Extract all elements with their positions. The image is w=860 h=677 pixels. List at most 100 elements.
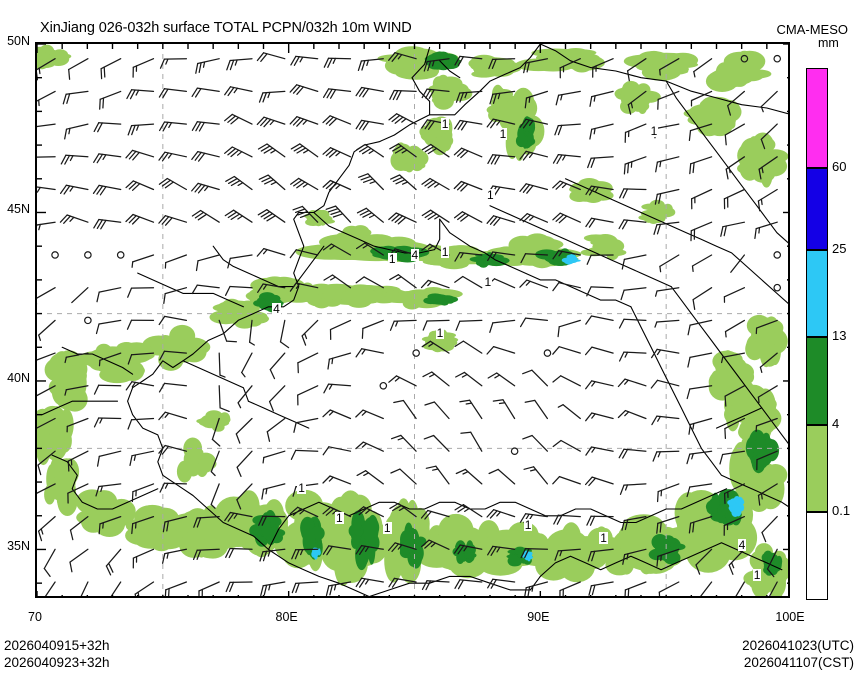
- colorbar-tick-label: 4: [832, 416, 840, 431]
- wind-barb: [289, 116, 319, 127]
- wind-barb: [653, 221, 680, 235]
- wind-barb: [523, 58, 549, 74]
- wind-barb: [134, 581, 155, 596]
- colorbar-band[interactable]: [806, 512, 828, 600]
- wind-barb: [322, 147, 352, 158]
- wind-barb: [759, 352, 778, 374]
- wind-barb: [131, 483, 155, 503]
- wind-barb: [421, 119, 450, 130]
- wind-barb: [191, 87, 220, 98]
- longitude-tick-label: 70: [28, 610, 42, 624]
- wind-barb: [460, 431, 483, 452]
- wind-barb: [519, 279, 549, 289]
- wind-barb: [587, 156, 614, 169]
- wind-barb: [723, 188, 746, 210]
- wind-barb: [454, 55, 483, 66]
- wind-barb: [686, 450, 713, 465]
- wind-barb: [355, 506, 384, 518]
- wind-barb: [585, 315, 614, 325]
- wind-barb: [519, 317, 549, 328]
- wind-barb: [358, 173, 384, 191]
- wind-barb: [388, 577, 417, 588]
- footer-init-utc: 2026040915+32h: [4, 638, 110, 653]
- wind-barb: [126, 89, 155, 100]
- wind-barb: [38, 319, 56, 341]
- wind-barb: [96, 450, 122, 467]
- wind-barb: [618, 448, 647, 459]
- wind-barb: [492, 399, 516, 420]
- wind-barb: [95, 483, 122, 497]
- wind-barb: [425, 465, 450, 485]
- wind-barb: [257, 209, 286, 223]
- wind-barb: [80, 581, 89, 596]
- colorbar-tick-label: 0.1: [832, 503, 851, 518]
- wind-barb: [268, 385, 286, 412]
- wind-barb: [487, 372, 516, 387]
- wind-barb: [37, 156, 56, 158]
- wind-barb: [773, 251, 782, 259]
- wind-barb: [420, 539, 450, 550]
- wind-barb: [37, 221, 56, 231]
- wind-barb: [519, 213, 549, 223]
- wind-barb: [158, 382, 188, 393]
- colorbar[interactable]: 60 25 13 4 0.1: [806, 68, 850, 646]
- wind-barb: [557, 404, 581, 420]
- wind-barb: [519, 118, 549, 129]
- wind-barb: [691, 254, 713, 273]
- wind-barb: [690, 188, 713, 210]
- colorbar-band[interactable]: [806, 168, 828, 250]
- contour-value-label: 1: [498, 126, 508, 141]
- wind-barb: [325, 581, 352, 596]
- colorbar-band[interactable]: [806, 337, 828, 425]
- wind-barb: [357, 58, 384, 72]
- wind-barb: [158, 215, 188, 226]
- wind-barb: [269, 352, 286, 380]
- wind-barb: [655, 156, 680, 173]
- colorbar-tick-label: 13: [832, 328, 847, 343]
- wind-barb: [43, 548, 56, 578]
- colorbar-band[interactable]: [806, 250, 828, 337]
- wind-barb: [322, 115, 352, 126]
- wind-barb: [126, 319, 155, 330]
- wind-barb: [455, 371, 483, 387]
- wind-barb: [523, 466, 549, 485]
- wind-barb: [356, 470, 384, 485]
- wind-barb: [224, 146, 253, 158]
- wind-barb: [656, 548, 680, 567]
- wind-barb: [127, 287, 155, 298]
- colorbar-band[interactable]: [806, 68, 828, 168]
- wind-barb: [552, 250, 581, 260]
- wind-barb: [659, 254, 680, 273]
- wind-barb: [389, 143, 417, 158]
- wind-barb: [422, 319, 450, 331]
- wind-barb: [389, 502, 417, 518]
- wind-barb: [322, 506, 352, 518]
- wind-barb: [210, 483, 220, 509]
- wind-barb: [688, 417, 713, 435]
- wind-barb: [487, 545, 516, 556]
- wind-barb: [297, 352, 319, 374]
- wind-barb: [520, 253, 549, 264]
- colorbar-band[interactable]: [806, 425, 828, 512]
- wind-barb: [161, 548, 188, 564]
- wind-barb: [323, 57, 352, 68]
- wind-barb: [59, 184, 89, 195]
- wind-barb: [236, 483, 253, 510]
- wind-barb: [651, 415, 680, 426]
- wind-barb: [37, 483, 56, 494]
- wind-barb: [552, 346, 581, 355]
- map-borders: [41, 44, 788, 596]
- wind-barb: [420, 279, 450, 289]
- wind-barb: [236, 450, 253, 478]
- wind-barb: [290, 449, 319, 460]
- wind-barb: [627, 90, 647, 115]
- wind-barb: [37, 417, 56, 429]
- contour-value-label: 4: [737, 538, 747, 553]
- wind-barb: [67, 483, 89, 504]
- wind-barb: [390, 468, 417, 485]
- wind-barb: [289, 506, 319, 518]
- latitude-tick-label: 45N: [7, 202, 30, 217]
- wind-barb: [191, 150, 220, 162]
- wind-barb: [724, 417, 746, 440]
